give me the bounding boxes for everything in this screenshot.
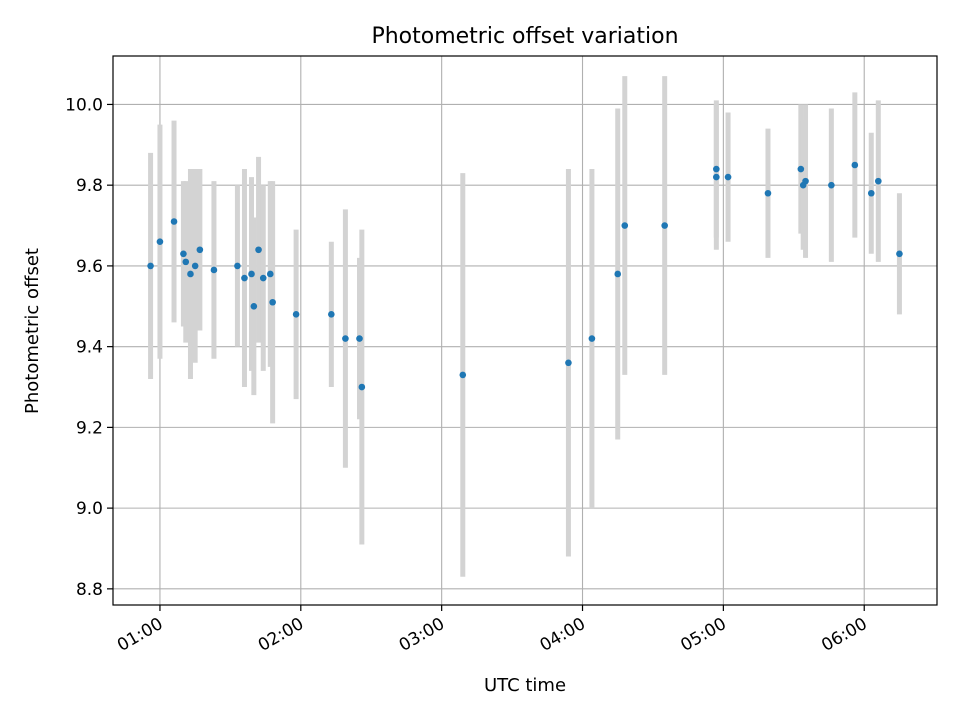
data-point <box>358 383 366 391</box>
data-point <box>614 270 622 278</box>
data-point <box>328 311 335 318</box>
data-point <box>191 262 199 270</box>
data-point <box>342 335 349 342</box>
data-point <box>724 173 732 181</box>
data-point <box>797 165 805 173</box>
data-point <box>875 177 882 185</box>
y-tick-label: 9.0 <box>76 499 103 519</box>
data-point <box>713 173 720 181</box>
data-point <box>764 189 772 197</box>
error-bars <box>148 76 902 577</box>
data-point <box>661 222 668 229</box>
x-tick-label: 02:00 <box>255 614 307 656</box>
data-point <box>248 270 255 278</box>
data-point <box>828 181 835 189</box>
data-point <box>255 246 262 254</box>
data-point <box>867 189 875 197</box>
data-point <box>170 218 178 225</box>
x-tick-label: 01:00 <box>114 614 166 656</box>
data-point <box>851 161 859 169</box>
data-point <box>266 270 274 278</box>
data-point <box>241 274 248 282</box>
data-point <box>621 222 629 229</box>
data-point <box>356 335 363 342</box>
data-point <box>250 302 258 310</box>
data-point <box>234 262 241 270</box>
y-tick-label: 10.0 <box>65 95 103 115</box>
y-axis-label: Photometric offset <box>22 248 43 414</box>
data-point <box>459 371 467 379</box>
data-points <box>147 161 903 391</box>
y-tick-label: 9.4 <box>76 338 103 358</box>
data-point <box>565 359 572 367</box>
data-point <box>713 165 720 173</box>
y-tick-label: 9.8 <box>76 176 103 196</box>
plot-area-frame <box>112 55 938 606</box>
y-tick-label: 9.6 <box>76 257 103 277</box>
data-point <box>196 246 204 254</box>
data-point <box>156 238 164 245</box>
x-tick-label: 06:00 <box>818 614 870 656</box>
data-point <box>269 298 276 306</box>
y-tick-label: 9.2 <box>76 418 103 438</box>
data-point <box>147 262 154 270</box>
data-point <box>802 177 809 185</box>
data-point <box>896 250 903 258</box>
data-point <box>292 311 300 318</box>
data-point <box>187 270 194 278</box>
x-tick-label: 05:00 <box>677 614 729 656</box>
x-tick-label: 03:00 <box>396 614 448 656</box>
data-point <box>182 258 190 266</box>
data-point <box>259 274 267 282</box>
y-tick-label: 8.8 <box>76 580 103 600</box>
data-point <box>210 266 218 274</box>
chart-title: Photometric offset variation <box>371 24 678 49</box>
x-axis-label: UTC time <box>484 675 566 696</box>
axis-ticks: 01:00 02:00 03:00 04:00 05:00 06:00 8.8 9.0 9.2 9… <box>65 95 871 655</box>
data-point <box>588 335 596 342</box>
data-point <box>180 250 187 258</box>
x-tick-label: 04:00 <box>537 614 589 656</box>
